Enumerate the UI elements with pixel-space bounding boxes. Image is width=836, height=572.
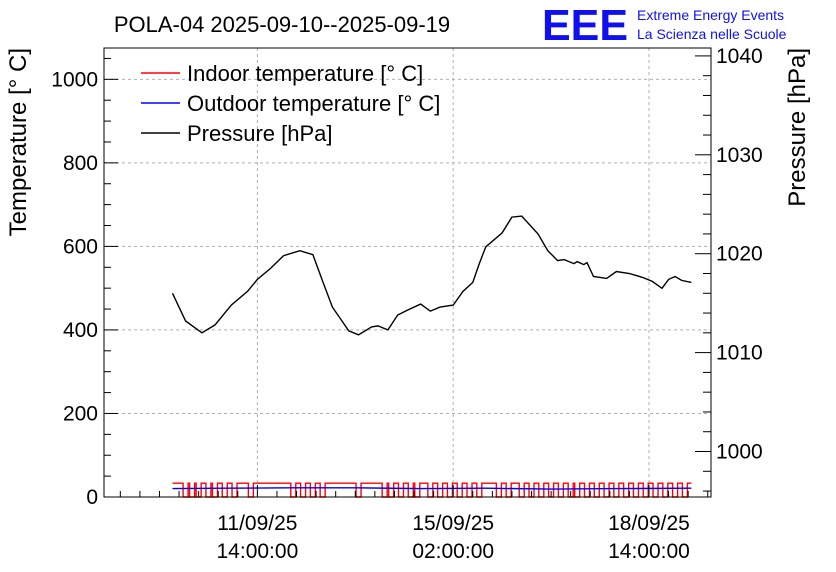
legend-label: Indoor temperature [° C]	[187, 61, 423, 86]
x-tick-label-date: 15/09/25	[412, 512, 494, 535]
eee-logo-letters: EEE	[542, 1, 628, 50]
y-axis-right-title: Pressure [hPa]	[784, 48, 811, 207]
plot-frame	[103, 47, 712, 498]
y-right-tick-label: 1030	[716, 144, 763, 167]
x-tick-label-time: 14:00:00	[608, 540, 690, 563]
legend-label: Pressure [hPa]	[187, 121, 333, 146]
grid	[104, 48, 711, 497]
y-left-tick-label: 400	[63, 319, 98, 342]
eee-logo: EEE Extreme Energy Events La Scienza nel…	[542, 1, 787, 50]
x-tick-label-date: 11/09/25	[217, 512, 297, 535]
series-line	[172, 487, 692, 490]
y-right-tick-label: 1020	[716, 243, 763, 266]
axes: 0 200 400 600 800 1000 1000 1010 1020 1030 1040 11/…	[51, 45, 762, 563]
legend: Indoor temperature [° C] Outdoor temperat…	[141, 61, 440, 146]
legend-label: Outdoor temperature [° C]	[187, 91, 440, 116]
y-left-tick-label: 200	[63, 402, 98, 425]
y-right-tick-label: 1040	[716, 45, 763, 68]
y-left-tick-label: 600	[63, 235, 98, 258]
y-right-tick-label: 1000	[716, 441, 763, 464]
y-right-tick-label: 1010	[716, 342, 763, 365]
eee-logo-line1: Extreme Energy Events	[637, 7, 784, 23]
series-layer	[171, 215, 692, 498]
x-tick-label-date: 18/09/25	[608, 512, 690, 535]
x-tick-label-time: 14:00:00	[217, 540, 299, 563]
y-left-tick-label: 800	[63, 152, 98, 175]
y-left-tick-label: 0	[86, 486, 98, 509]
chart-title: POLA-04 2025-09-10--2025-09-19	[114, 12, 450, 37]
y-axis-left-title: Temperature [° C]	[5, 48, 32, 236]
y-left-tick-label: 1000	[51, 68, 98, 91]
eee-logo-line2: La Scienza nelle Scuole	[637, 26, 787, 42]
series-line	[172, 482, 692, 498]
series-line	[171, 215, 692, 336]
x-tick-label-time: 02:00:00	[412, 540, 494, 563]
